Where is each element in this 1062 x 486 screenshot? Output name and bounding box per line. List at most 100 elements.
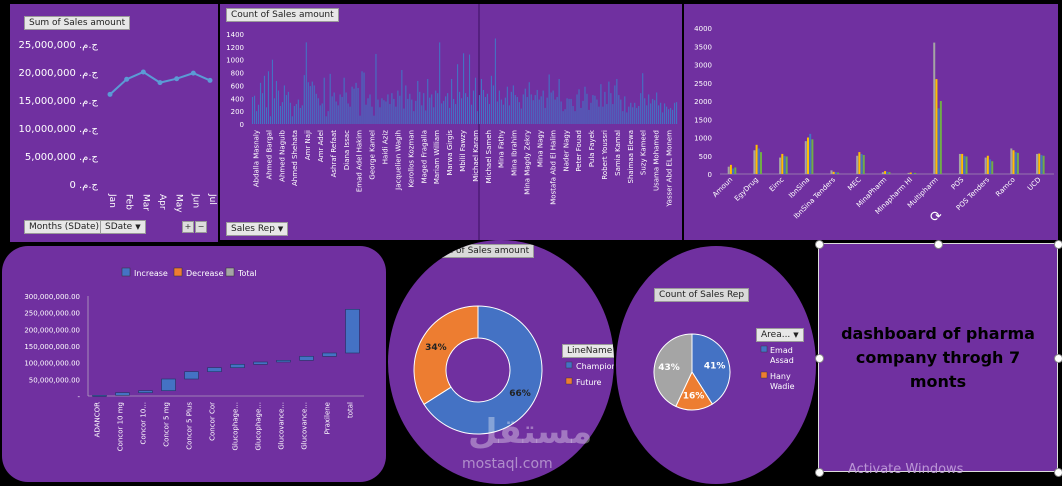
count-bar <box>668 109 670 124</box>
waterfall-bar <box>138 390 153 393</box>
resize-handle[interactable] <box>934 240 943 249</box>
count-bar <box>323 77 325 124</box>
collapse-button[interactable]: − <box>195 221 207 233</box>
cluster-bar <box>989 159 992 174</box>
cluster-bar <box>860 153 863 174</box>
cluster-bar <box>837 172 840 174</box>
cluster-bar <box>809 133 812 174</box>
x-tick-label: Ahmed Shehata <box>291 130 299 186</box>
count-bar <box>351 86 353 124</box>
count-bar <box>421 105 423 124</box>
dashboard-title-box[interactable]: dashboard of pharma company throgh 7 mon… <box>818 243 1058 472</box>
count-bar <box>377 99 379 124</box>
slice-label: 66% <box>509 389 531 399</box>
line-point <box>107 91 113 97</box>
count-bar <box>407 98 409 124</box>
resize-handle[interactable] <box>1054 354 1062 363</box>
x-tick-label: Michael Karam <box>472 130 480 182</box>
sales-rep-filter-button[interactable]: Sales Rep ▼ <box>226 222 289 236</box>
cluster-bar <box>856 155 859 174</box>
x-tick-label: POS <box>950 175 966 191</box>
count-bar <box>447 93 449 124</box>
y-tick-label: 200,000,000.00 <box>24 326 80 334</box>
count-bar <box>506 86 508 124</box>
y-tick-label: 1000 <box>694 135 712 143</box>
count-bar <box>409 93 411 124</box>
dropdown-arrow-icon: ▼ <box>277 225 284 233</box>
resize-handle[interactable] <box>1054 240 1062 249</box>
cluster-bar <box>757 148 760 174</box>
y-tick-label: ج.م. 20,000,000 <box>19 68 99 79</box>
x-tick-label: Michael Sameh <box>485 130 493 183</box>
count-bar <box>592 95 594 124</box>
count-bar <box>459 91 461 124</box>
count-bar <box>610 93 612 124</box>
y-tick-label: 2500 <box>694 80 712 88</box>
donut-slice <box>413 305 479 405</box>
count-bar <box>385 101 387 124</box>
cluster-bar <box>986 155 989 174</box>
count-bar <box>498 90 500 124</box>
count-bar <box>602 106 604 124</box>
legend-label: Hany <box>770 372 791 381</box>
area-filter-button[interactable]: Area... ▼ <box>756 328 804 342</box>
count-bar <box>556 97 558 124</box>
sdate-filter-button[interactable]: SDate ▼ <box>100 220 146 234</box>
count-bar <box>606 104 608 124</box>
count-bar <box>335 101 337 124</box>
count-bar <box>393 98 395 124</box>
y-tick-label: 200 <box>231 108 244 116</box>
count-bar <box>484 97 487 124</box>
expand-button[interactable]: + <box>182 221 194 233</box>
x-tick-label: Samia Kamal <box>614 130 622 176</box>
line-chart-title: Sum of Sales amount <box>24 16 131 30</box>
count-bar <box>656 92 658 124</box>
x-tick-label: Maged Fragalla <box>420 130 428 183</box>
cluster-bar <box>963 155 966 174</box>
count-bar <box>598 106 600 124</box>
count-bar <box>608 81 610 124</box>
waterfall-bar <box>115 392 130 396</box>
donut-panel: 66% 34% Champion Future Sum of Sales amount… <box>388 240 614 484</box>
cluster-chart-panel: 4000 3500 3000 2500 2000 1500 1000 500 0 Amoun Egy… <box>684 4 1058 240</box>
count-bar <box>265 107 268 124</box>
cluster-bar <box>991 161 994 174</box>
count-bar <box>624 96 626 124</box>
count-bar <box>349 106 351 124</box>
count-bar <box>658 105 660 124</box>
count-bar <box>391 93 393 124</box>
count-bar <box>311 81 313 124</box>
legend-label: Wadie <box>770 382 795 391</box>
resize-handle[interactable] <box>815 240 824 249</box>
count-bar <box>461 98 463 124</box>
count-bar <box>472 90 475 124</box>
count-bar <box>343 77 345 124</box>
resize-handle[interactable] <box>815 354 824 363</box>
count-bar <box>273 98 275 124</box>
bar-chart-title: Count of Sales amount <box>226 8 339 22</box>
count-bar <box>670 107 672 124</box>
slice-label: 16% <box>683 392 705 402</box>
x-tick-label: Amoun <box>711 176 734 199</box>
count-bar <box>357 88 359 124</box>
cluster-bar <box>732 168 735 174</box>
resize-handle[interactable] <box>815 468 824 477</box>
count-bar <box>355 82 357 124</box>
count-bar <box>413 111 415 124</box>
waterfall-bar <box>230 364 245 368</box>
count-bar <box>275 80 277 124</box>
count-bar <box>588 109 590 124</box>
count-bar <box>371 106 373 124</box>
refresh-icon[interactable]: ⟳ <box>930 209 942 225</box>
dashboard-title: dashboard of pharma company throgh 7 mon… <box>841 323 1035 391</box>
linename-filter-button[interactable]: LineName▼ <box>562 344 614 358</box>
count-bar <box>636 107 638 124</box>
cluster-bar <box>830 170 833 174</box>
count-bar <box>319 105 321 124</box>
count-bar <box>520 108 522 124</box>
count-bar <box>580 107 582 124</box>
x-tick-label: Yasser Abd EL Monem <box>666 130 674 208</box>
count-bar <box>383 100 385 124</box>
resize-handle[interactable] <box>1054 468 1062 477</box>
count-bar <box>269 116 272 124</box>
